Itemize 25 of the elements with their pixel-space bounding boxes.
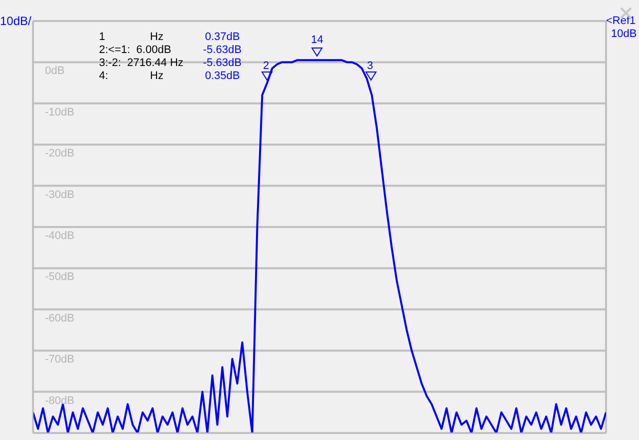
annotation: 3:-2: 2716.44 Hz bbox=[99, 57, 184, 70]
y-tick-label: -10dB bbox=[45, 106, 74, 118]
annotation: 14 bbox=[311, 34, 324, 47]
annotation: Hz bbox=[150, 70, 164, 83]
y-tick-label: -30dB bbox=[45, 188, 74, 201]
text: 10dB bbox=[611, 28, 637, 41]
annotation: -5.63dB bbox=[203, 57, 242, 70]
annotation: 0.35dB bbox=[205, 70, 240, 83]
annotation: 4: bbox=[99, 70, 108, 83]
annotation: Hz bbox=[150, 31, 164, 44]
y-tick-label: -60dB bbox=[45, 312, 74, 324]
y-tick-label: -80dB bbox=[45, 394, 74, 407]
y-tick-label: -70dB bbox=[45, 354, 74, 366]
annotation: 3 bbox=[367, 60, 374, 73]
annotation: <Ref1 bbox=[606, 15, 636, 28]
y-tick-label: -50dB bbox=[45, 271, 74, 284]
y-tick-label: -20dB bbox=[45, 148, 74, 160]
y-tick-label: 0dB bbox=[45, 65, 65, 78]
y-tick-label: -40dB bbox=[45, 230, 74, 242]
annotation: 1 bbox=[99, 31, 106, 44]
annotation: 2:<=1: 6.00dB bbox=[99, 44, 172, 57]
annotation: 0.37dB bbox=[205, 31, 240, 44]
y-axis-title: 10dB/ bbox=[0, 14, 32, 28]
annotation: 2 bbox=[263, 60, 270, 73]
annotation: -5.63dB bbox=[203, 44, 242, 57]
